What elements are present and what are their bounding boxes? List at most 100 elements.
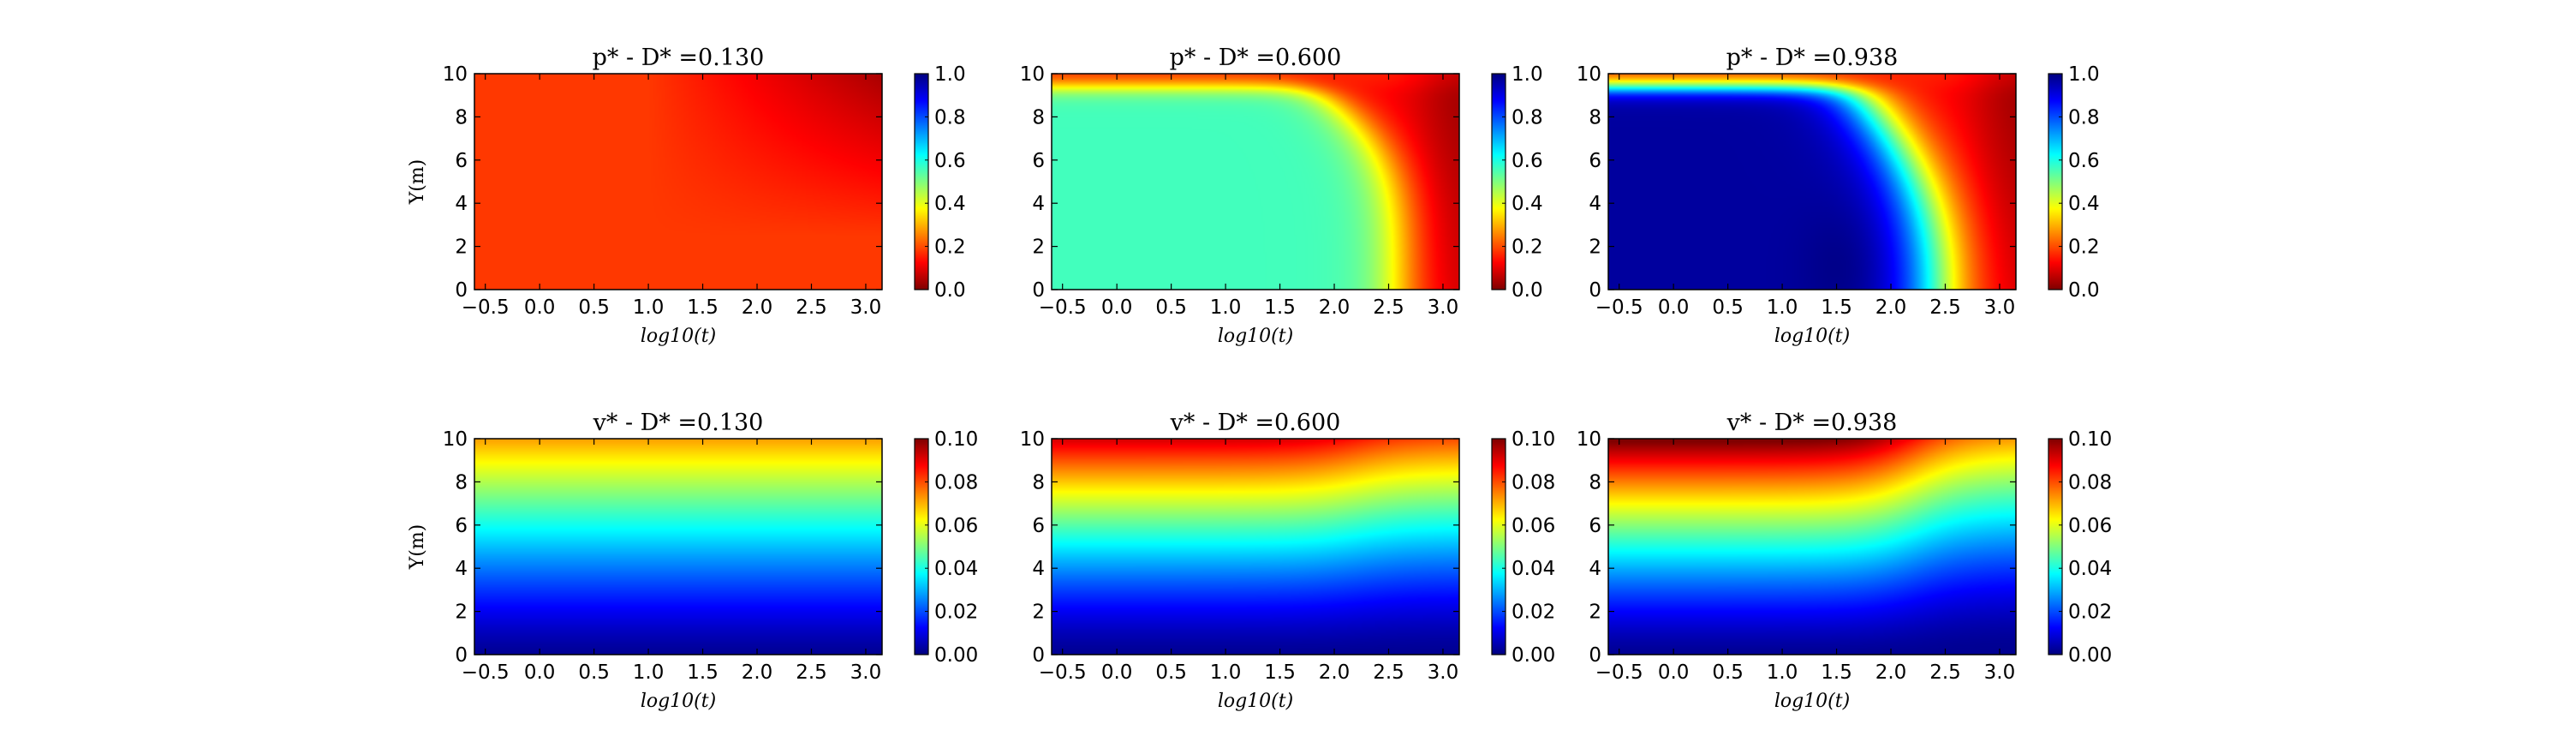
colorbar-tick-label: 0.04 bbox=[1512, 558, 1555, 580]
colorbar-tick-label: 0.8 bbox=[2068, 106, 2100, 129]
colorbar-frame bbox=[1491, 438, 1506, 655]
x-tick-label: 3.0 bbox=[1428, 661, 1459, 684]
y-tick-label: 6 bbox=[1032, 150, 1045, 172]
x-tick-label: 3.0 bbox=[1428, 296, 1459, 319]
x-tick-label: −0.5 bbox=[1039, 661, 1087, 684]
colorbar-tick-label: 1.0 bbox=[2068, 63, 2100, 86]
colorbar-tick-label: 0.8 bbox=[1512, 106, 1543, 129]
colorbar-tick-label: 0.0 bbox=[2068, 279, 2100, 302]
colorbar-tick-label: 0.06 bbox=[2068, 515, 2112, 537]
x-axis-label: log10(t) bbox=[1774, 691, 1850, 712]
x-axis-label: log10(t) bbox=[641, 691, 716, 712]
colorbar-gradient bbox=[2048, 439, 2062, 655]
y-tick-label: 4 bbox=[1032, 193, 1045, 215]
y-tick-label: 2 bbox=[1032, 236, 1045, 259]
x-tick-label: −0.5 bbox=[1595, 661, 1643, 684]
x-tick-label: 3.0 bbox=[850, 661, 882, 684]
y-tick-label: 4 bbox=[1032, 558, 1045, 580]
y-tick-label: 10 bbox=[1020, 63, 1045, 86]
x-tick-label: 3.0 bbox=[1984, 296, 2016, 319]
colorbar: 0.00 0.02 0.04 0.06 0.08 0.10 bbox=[914, 428, 978, 667]
x-tick-label: 3.0 bbox=[1984, 661, 2016, 684]
x-tick-label: −0.5 bbox=[1039, 296, 1087, 319]
colorbar-tick-label: 0.8 bbox=[934, 106, 966, 129]
chart-title: v* - D* =0.938 bbox=[1726, 410, 1898, 436]
x-axis-label: log10(t) bbox=[1218, 326, 1293, 347]
chart-title: v* - D* =0.130 bbox=[593, 410, 764, 436]
x-axis-label: log10(t) bbox=[1218, 691, 1293, 712]
y-tick-label: 0 bbox=[1032, 644, 1045, 667]
y-tick-label: 8 bbox=[455, 471, 468, 494]
x-axis-label: log10(t) bbox=[1774, 326, 1850, 347]
plot-frame bbox=[1607, 73, 2017, 290]
y-tick-label: 2 bbox=[455, 601, 468, 624]
x-tick-label: 0.0 bbox=[1101, 296, 1133, 319]
x-tick-label: 0.0 bbox=[524, 296, 556, 319]
colorbar-gradient bbox=[915, 439, 928, 655]
y-tick-label: 4 bbox=[1589, 558, 1601, 580]
chart-title: p* - D* =0.130 bbox=[593, 45, 765, 71]
colorbar-gradient bbox=[2048, 74, 2062, 290]
colorbar-tick-label: 0.6 bbox=[1512, 150, 1543, 172]
colorbar-tick-label: 0.00 bbox=[2068, 644, 2112, 667]
y-tick-label: 6 bbox=[1589, 150, 1601, 172]
x-tick-label: 1.5 bbox=[1821, 661, 1852, 684]
colorbar: 0.0 0.2 0.4 0.6 0.8 1.0 bbox=[2048, 63, 2100, 302]
x-tick-label: 0.0 bbox=[1658, 296, 1690, 319]
y-tick-label: 4 bbox=[455, 193, 468, 215]
plot-frame bbox=[1051, 73, 1460, 290]
x-tick-label: 1.5 bbox=[687, 296, 719, 319]
plot-frame bbox=[1607, 438, 2017, 655]
colorbar-tick-label: 0.6 bbox=[2068, 150, 2100, 172]
heatmap-image bbox=[1608, 74, 2016, 290]
heatmap-panel-2: p* - D* =0.600 −0.5 0.0 0.5 1.0 1.5 2.0 2.5 3.0 0… bbox=[1020, 45, 1543, 347]
x-tick-label: 2.5 bbox=[1373, 661, 1404, 684]
colorbar-frame bbox=[2048, 438, 2063, 655]
colorbar-tick-label: 0.08 bbox=[934, 471, 978, 494]
y-tick-label: 8 bbox=[455, 106, 468, 129]
colorbar-frame bbox=[914, 73, 929, 290]
colorbar-tick-label: 0.00 bbox=[934, 644, 978, 667]
plot-frame bbox=[474, 73, 883, 290]
x-tick-label: 0.0 bbox=[524, 661, 556, 684]
x-tick-label: 0.5 bbox=[1155, 296, 1187, 319]
x-tick-label: 0.5 bbox=[1712, 661, 1744, 684]
x-tick-label: 1.5 bbox=[687, 661, 719, 684]
x-tick-label: 0.0 bbox=[1658, 661, 1690, 684]
colorbar-tick-label: 1.0 bbox=[934, 63, 966, 86]
x-tick-label: −0.5 bbox=[462, 296, 510, 319]
colorbar-tick-label: 1.0 bbox=[1512, 63, 1543, 86]
x-tick-label: 2.0 bbox=[1875, 296, 1907, 319]
colorbar-tick-label: 0.2 bbox=[2068, 236, 2100, 259]
x-tick-label: 1.5 bbox=[1821, 296, 1852, 319]
x-tick-label: 3.0 bbox=[850, 296, 882, 319]
x-tick-label: 1.0 bbox=[633, 661, 665, 684]
x-tick-label: 2.5 bbox=[1929, 296, 1961, 319]
colorbar-tick-label: 0.04 bbox=[2068, 558, 2112, 580]
heatmap-image bbox=[1052, 74, 1459, 290]
x-tick-label: 1.0 bbox=[1767, 296, 1798, 319]
y-tick-label: 10 bbox=[1020, 428, 1045, 451]
y-tick-label: 6 bbox=[1589, 515, 1601, 537]
x-tick-label: 2.5 bbox=[1373, 296, 1404, 319]
colorbar-tick-label: 0.2 bbox=[1512, 236, 1543, 259]
colorbar-tick-label: 0.02 bbox=[2068, 601, 2112, 624]
x-tick-label: 2.0 bbox=[742, 661, 773, 684]
colorbar-tick-label: 0.4 bbox=[2068, 193, 2100, 215]
y-tick-label: 0 bbox=[1589, 644, 1601, 667]
x-tick-label: 2.5 bbox=[1929, 661, 1961, 684]
y-tick-label: 4 bbox=[1589, 193, 1601, 215]
colorbar-tick-label: 0.0 bbox=[1512, 279, 1543, 302]
heatmap-image bbox=[1052, 439, 1459, 655]
y-tick-label: 2 bbox=[1032, 601, 1045, 624]
y-tick-label: 8 bbox=[1589, 471, 1601, 494]
colorbar: 0.0 0.2 0.4 0.6 0.8 1.0 bbox=[914, 63, 966, 302]
colorbar-tick-label: 0.00 bbox=[1512, 644, 1555, 667]
colorbar-tick-label: 0.10 bbox=[1512, 428, 1555, 451]
heatmap-panel-6: v* - D* =0.938 −0.5 0.0 0.5 1.0 1.5 2.0 2.5 3.0 0… bbox=[1577, 410, 2113, 712]
colorbar-tick-label: 0.4 bbox=[934, 193, 966, 215]
heatmap-panel-3: p* - D* =0.938 −0.5 0.0 0.5 1.0 1.5 2.0 2.5 3.0 0… bbox=[1577, 45, 2100, 347]
y-axis-label: Y(m) bbox=[407, 159, 428, 206]
y-tick-label: 0 bbox=[1032, 279, 1045, 302]
y-axis-label: Y(m) bbox=[407, 524, 428, 571]
